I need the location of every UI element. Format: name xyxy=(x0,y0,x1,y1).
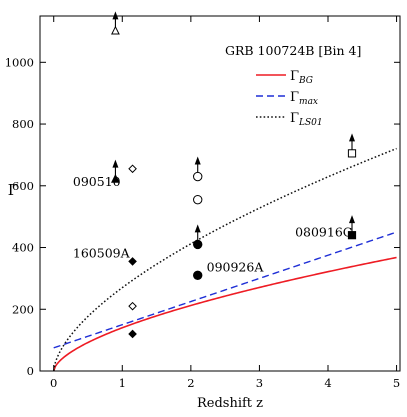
legend-entry-0: ΓBG xyxy=(256,69,313,86)
data-point-11 xyxy=(347,215,357,240)
plot-frame xyxy=(39,15,401,372)
legend-label: Γmax xyxy=(290,90,318,107)
x-tick-label: 0 xyxy=(50,376,57,390)
curve-0 xyxy=(52,256,397,372)
x-tick-label: 2 xyxy=(187,376,194,390)
x-tick-label: 1 xyxy=(119,376,126,390)
curve-1 xyxy=(53,231,397,349)
upper-limit-arrow-head xyxy=(112,11,119,20)
annotations: 090510 160509A 090926A 080916C xyxy=(73,174,352,275)
point-label: 080916C xyxy=(295,224,352,239)
y-tick-label: 0 xyxy=(27,364,34,378)
x-tick-label: 3 xyxy=(256,376,263,390)
diamond-marker xyxy=(128,301,137,311)
upper-limit-arrow-head xyxy=(194,224,201,233)
y-tick-label: 400 xyxy=(12,241,34,255)
curve-2 xyxy=(52,147,397,372)
data-point-10 xyxy=(347,133,357,158)
legend-label: ΓLS01 xyxy=(290,111,323,128)
y-tick-label: 1000 xyxy=(5,55,34,69)
legend-label-main: Γ xyxy=(290,90,299,105)
diamond-marker xyxy=(128,164,137,174)
y-tick-label: 200 xyxy=(12,302,34,316)
x-tick-label: 4 xyxy=(324,376,331,390)
square-marker xyxy=(347,149,357,158)
y-axis-label: Γ xyxy=(8,181,18,199)
legend-entry-1: Γmax xyxy=(256,90,318,107)
data-point-6 xyxy=(193,156,203,182)
diamond-marker xyxy=(128,329,137,339)
data-point-4 xyxy=(128,301,137,311)
x-axis-label: Redshift z xyxy=(197,396,263,411)
diamond-marker xyxy=(128,257,137,266)
circle-marker xyxy=(193,194,203,205)
data-point-3 xyxy=(128,257,137,266)
data-point-9 xyxy=(193,270,203,281)
data-point-0 xyxy=(111,11,120,35)
legend-label-sub: BG xyxy=(298,76,313,86)
circle-marker xyxy=(193,239,203,250)
triangle-marker xyxy=(111,25,120,35)
legend-label: ΓBG xyxy=(290,69,313,86)
point-label: 090510 xyxy=(73,174,121,189)
upper-limit-arrow-head xyxy=(349,133,355,142)
y-tick-label: 800 xyxy=(12,117,34,131)
triangle-marker xyxy=(111,173,120,183)
data-point-1 xyxy=(111,159,120,183)
plot-area xyxy=(52,11,397,372)
data-point-5 xyxy=(128,329,137,339)
upper-limit-arrow-head xyxy=(349,215,355,224)
point-label: 160509A xyxy=(73,245,131,260)
data-point-7 xyxy=(193,194,203,205)
data-point-8 xyxy=(193,224,203,250)
upper-limit-arrow-head xyxy=(112,159,119,168)
data-point-2 xyxy=(128,164,137,174)
square-marker xyxy=(347,231,357,240)
legend-entry-2: ΓLS01 xyxy=(256,111,323,128)
legend-header: GRB 100724B [Bin 4] xyxy=(225,43,361,58)
circle-marker xyxy=(193,171,203,182)
x-tick-label: 5 xyxy=(393,376,400,390)
circle-marker xyxy=(193,270,203,281)
legend-label-sub: max xyxy=(299,97,318,107)
axis-ticks: 0 1 2 3 4 5 0 200 400 600 800 1000 xyxy=(5,16,400,390)
legend-label-main: Γ xyxy=(290,69,299,84)
legend-label-sub: LS01 xyxy=(298,118,323,128)
y-tick-label: 600 xyxy=(12,179,34,193)
point-label: 090926A xyxy=(207,260,265,275)
upper-limit-arrow-head xyxy=(194,156,201,165)
legend-label-main: Γ xyxy=(290,111,299,126)
